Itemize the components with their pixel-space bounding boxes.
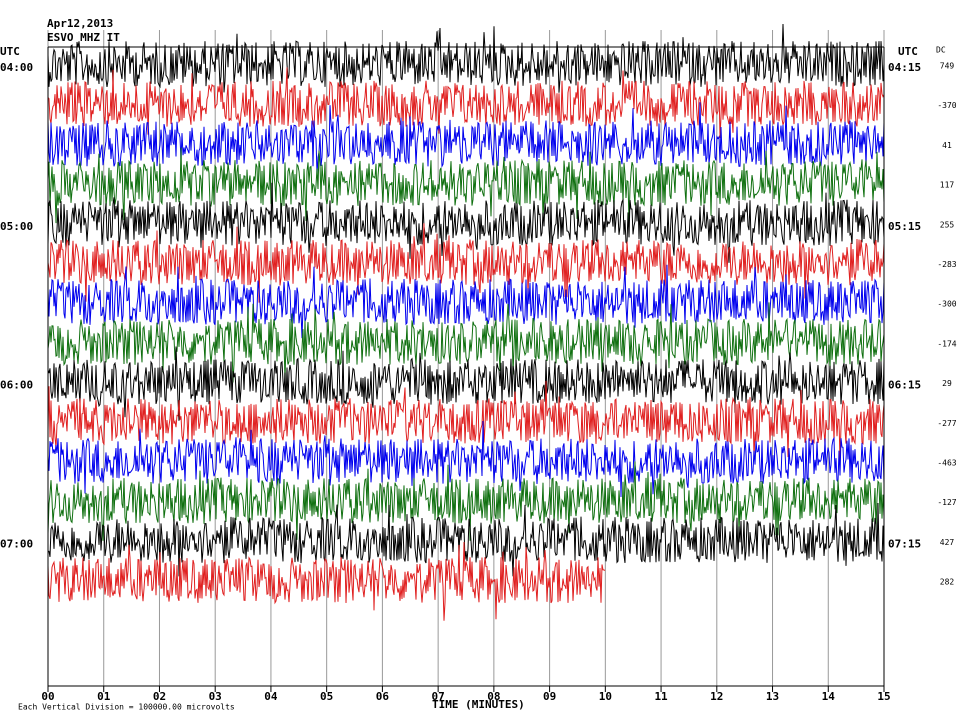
trace <box>47 102 885 175</box>
x-tick-label: 11 <box>654 690 668 703</box>
dc-value: -370 <box>937 101 956 110</box>
left-time: 05:00 <box>0 220 33 233</box>
dc-value: 41 <box>942 141 952 150</box>
dc-value: 117 <box>940 181 955 190</box>
trace <box>47 541 606 621</box>
dc-value: -174 <box>937 339 956 348</box>
dc-label: DC <box>936 46 946 55</box>
traces <box>47 23 885 621</box>
x-tick-label: 09 <box>543 690 556 703</box>
dc-value: 282 <box>940 578 955 587</box>
trace <box>47 23 885 93</box>
x-tick-label: 13 <box>766 690 779 703</box>
trace <box>47 147 885 224</box>
x-axis-label: TIME (MINUTES) <box>432 698 525 711</box>
left-time: 04:00 <box>0 61 33 74</box>
dc-value: 255 <box>940 220 955 229</box>
dc-value: -283 <box>937 260 956 269</box>
x-tick-label: 06 <box>376 690 390 703</box>
footer: Each Vertical Division = 100000.00 micro… <box>18 703 235 712</box>
trace <box>47 380 885 461</box>
left-time: 07:00 <box>0 537 33 550</box>
right-time: 05:15 <box>888 220 921 233</box>
trace <box>47 346 885 421</box>
dc-value: -463 <box>937 459 956 468</box>
x-tick-label: 02 <box>153 690 166 703</box>
dc-value: 427 <box>940 538 955 547</box>
left-time: 06:00 <box>0 379 33 392</box>
left-utc: UTC <box>0 45 20 58</box>
dc-value: 749 <box>940 62 955 71</box>
station: ESVO MHZ IT <box>47 31 120 44</box>
right-time: 07:15 <box>888 537 921 550</box>
x-tick-label: 01 <box>97 690 111 703</box>
dc-value: -277 <box>937 419 956 428</box>
dc-value: 29 <box>942 379 952 388</box>
trace <box>47 264 885 339</box>
dc-value: -127 <box>937 498 956 507</box>
right-time: 06:15 <box>888 379 921 392</box>
x-tick-label: 10 <box>599 690 612 703</box>
right-utc: UTC <box>898 45 918 58</box>
trace <box>47 67 885 139</box>
trace <box>47 223 885 303</box>
x-tick-label: 03 <box>209 690 222 703</box>
trace <box>47 182 885 263</box>
date: Apr12,2013 <box>47 17 113 30</box>
trace <box>47 461 885 541</box>
x-tick-label: 05 <box>320 690 333 703</box>
x-tick-label: 15 <box>877 690 890 703</box>
x-tick-label: 00 <box>41 690 54 703</box>
dc-value: -300 <box>937 300 956 309</box>
x-tick-label: 04 <box>264 690 278 703</box>
x-tick-label: 07 <box>432 690 445 703</box>
trace <box>47 302 885 383</box>
trace <box>47 420 885 498</box>
x-tick-label: 08 <box>487 690 500 703</box>
x-tick-label: 12 <box>710 690 723 703</box>
trace <box>47 502 885 577</box>
right-time: 04:15 <box>888 61 921 74</box>
x-tick-label: 14 <box>822 690 836 703</box>
